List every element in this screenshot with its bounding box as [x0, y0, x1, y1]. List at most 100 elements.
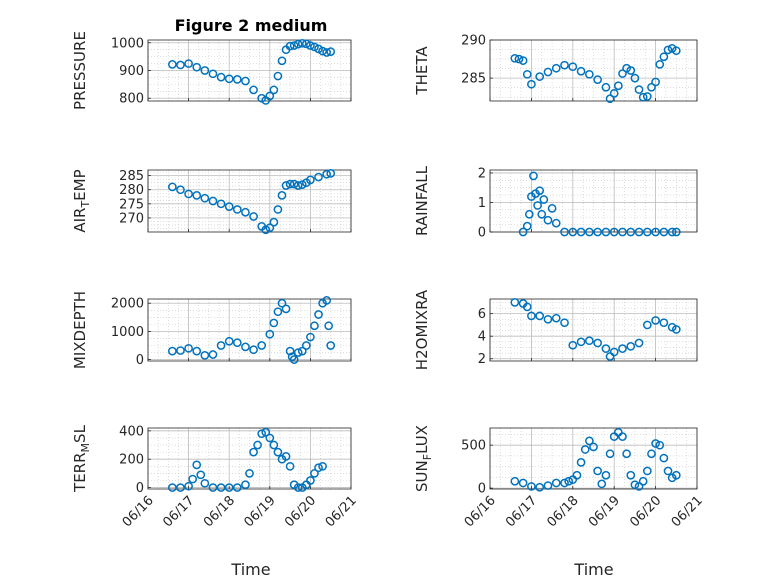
data-point: [647, 449, 656, 459]
data-point: [281, 181, 291, 190]
data-point: [293, 348, 303, 357]
data-point: [281, 304, 291, 314]
data-point: [514, 54, 524, 64]
data-point: [241, 480, 250, 490]
data-point: [208, 483, 218, 492]
data-point: [659, 453, 669, 463]
data-point: [192, 346, 202, 356]
data-point: [622, 449, 631, 459]
data-point: [605, 94, 615, 104]
data-point: [518, 478, 528, 488]
data-point: [618, 69, 627, 78]
data-point: [306, 41, 315, 50]
x-tick-label: 06/20: [627, 493, 664, 530]
data-point: [176, 60, 185, 70]
y-axis-label: TERRMSL: [71, 424, 92, 493]
data-point: [184, 481, 193, 491]
y-tick-label: 2: [478, 166, 486, 181]
data-point: [293, 483, 303, 492]
data-point: [667, 227, 677, 237]
x-tick-label: 06/21: [669, 493, 706, 530]
data-point: [285, 346, 295, 356]
figure-title: Figure 2 medium: [175, 16, 328, 35]
data-point: [551, 478, 561, 488]
data-point: [249, 345, 258, 355]
data-point: [176, 346, 185, 355]
data-point: [510, 53, 520, 63]
data-point: [232, 483, 242, 492]
data-point: [564, 476, 574, 486]
subplot-sun-flux: 0 500 06/16 06/17 06/18 06/19 06/20 06/21 SUNFLU…: [413, 425, 706, 530]
y-tick-label: 270: [119, 211, 144, 226]
subplot-terr-msl: 0 200 400 06/16 06/17 06/18 06/19 06/20 06/21 TER…: [71, 424, 360, 530]
data-point: [192, 191, 202, 200]
data-point: [576, 66, 586, 76]
data-point: [232, 205, 242, 214]
y-axis-label: H2OMIXRA: [413, 289, 431, 370]
data-point: [232, 75, 242, 84]
data-point: [200, 193, 210, 203]
y-tick-label: 280: [119, 183, 144, 198]
data-point: [200, 478, 210, 488]
data-point: [560, 60, 569, 70]
data-point: [285, 41, 295, 51]
data-point: [265, 329, 275, 339]
data-point: [184, 59, 193, 68]
data-point: [269, 217, 279, 227]
data-point: [168, 483, 177, 492]
data-point: [663, 466, 673, 476]
data-point: [289, 41, 299, 50]
data-point: [314, 463, 323, 473]
data-point: [609, 227, 619, 237]
data-point: [671, 227, 681, 237]
data-point: [659, 52, 669, 62]
x-tick-label: 06/18: [201, 493, 238, 530]
data-point: [168, 60, 177, 69]
data-point: [249, 85, 258, 95]
data-point: [576, 227, 586, 237]
axes-box: [147, 39, 352, 102]
data-point: [522, 302, 532, 312]
data-point: [168, 346, 177, 356]
data-point: [634, 482, 644, 491]
data-point: [651, 77, 660, 87]
data-point: [306, 476, 315, 485]
subplot-h2omixra: 2 4 6 H2OMIXRA: [413, 289, 698, 370]
data-point: [324, 321, 334, 331]
x-tick-label: 06/17: [503, 493, 540, 530]
data-point: [241, 342, 250, 352]
data-point: [176, 185, 185, 195]
data-point: [618, 432, 627, 441]
data-point: [322, 48, 331, 57]
data-point: [663, 45, 673, 55]
y-tick-label: 2000: [111, 297, 144, 312]
data-point: [261, 225, 271, 235]
data-point: [618, 227, 627, 237]
data-point: [184, 189, 193, 199]
data-point: [642, 466, 652, 476]
data-point: [301, 39, 311, 49]
data-point: [535, 311, 545, 321]
data-point: [196, 470, 206, 480]
data-point: [277, 191, 287, 200]
y-tick-label: 2: [478, 352, 486, 367]
data-point: [535, 186, 545, 196]
data-point: [518, 227, 528, 237]
data-point: [253, 440, 262, 450]
y-axis-label: SUNFLUX: [413, 425, 434, 492]
data-point: [580, 445, 590, 454]
data-point: [273, 447, 283, 457]
data-point: [647, 82, 656, 92]
data-point: [326, 169, 336, 178]
data-point: [543, 314, 553, 324]
data-point: [572, 470, 582, 480]
data-point: [269, 318, 279, 328]
data-point: [634, 338, 644, 348]
data-point: [297, 346, 307, 356]
x-axis-label-left: Time: [230, 560, 270, 579]
axes-box: [489, 427, 698, 490]
data-point: [642, 227, 652, 237]
data-point: [224, 336, 234, 346]
data-point: [651, 439, 660, 448]
